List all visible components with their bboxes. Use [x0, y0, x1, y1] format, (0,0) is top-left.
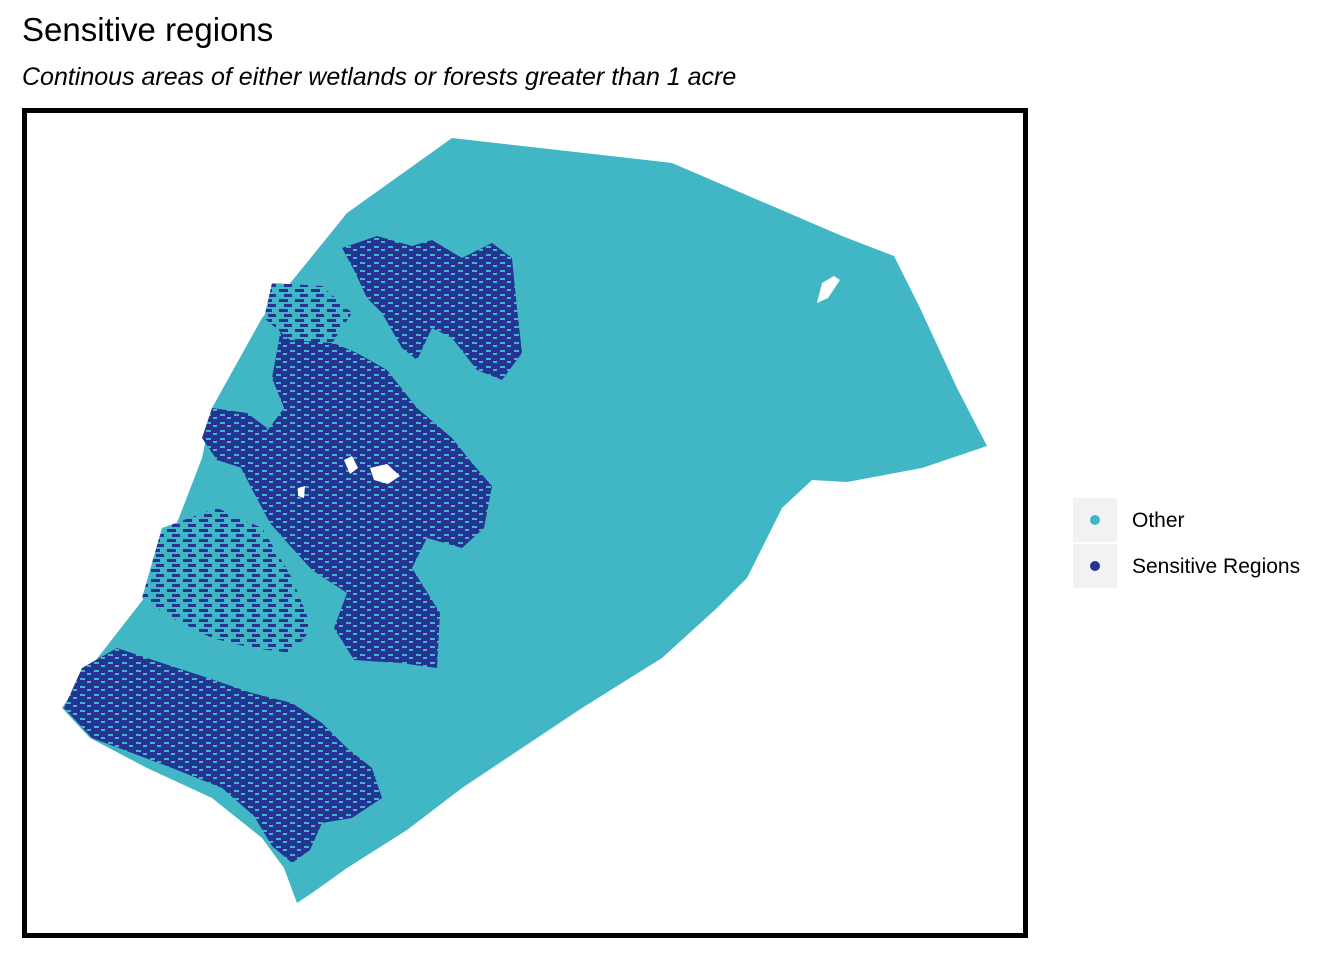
legend-dot-sensitive-regions: [1090, 561, 1100, 571]
legend-label-other: Other: [1132, 509, 1185, 532]
map-subtitle: Continous areas of either wetlands or fo…: [22, 63, 737, 91]
legend-key-sensitive-regions: [1073, 544, 1117, 588]
legend-dot-other: [1090, 515, 1100, 525]
map-title: Sensitive regions: [22, 11, 274, 48]
sensitive-region-southwest: [64, 648, 382, 863]
sensitive-region-west: [202, 408, 267, 468]
map-panel: [22, 108, 1028, 938]
map-frame: [22, 108, 1028, 938]
gap-east: [817, 276, 840, 303]
map-canvas: [22, 108, 1028, 938]
gap-center-3: [298, 486, 305, 498]
sensitive-region-upper: [342, 236, 522, 380]
sensitive-region-middle: [240, 323, 492, 668]
gap-center-1: [370, 464, 400, 484]
gap-center-2: [344, 456, 358, 474]
mixed-zone-west: [142, 508, 312, 653]
mixed-zone-northwest: [264, 283, 352, 343]
legend-label-sensitive-regions: Sensitive Regions: [1132, 555, 1301, 578]
legend-key-other: [1073, 498, 1117, 542]
